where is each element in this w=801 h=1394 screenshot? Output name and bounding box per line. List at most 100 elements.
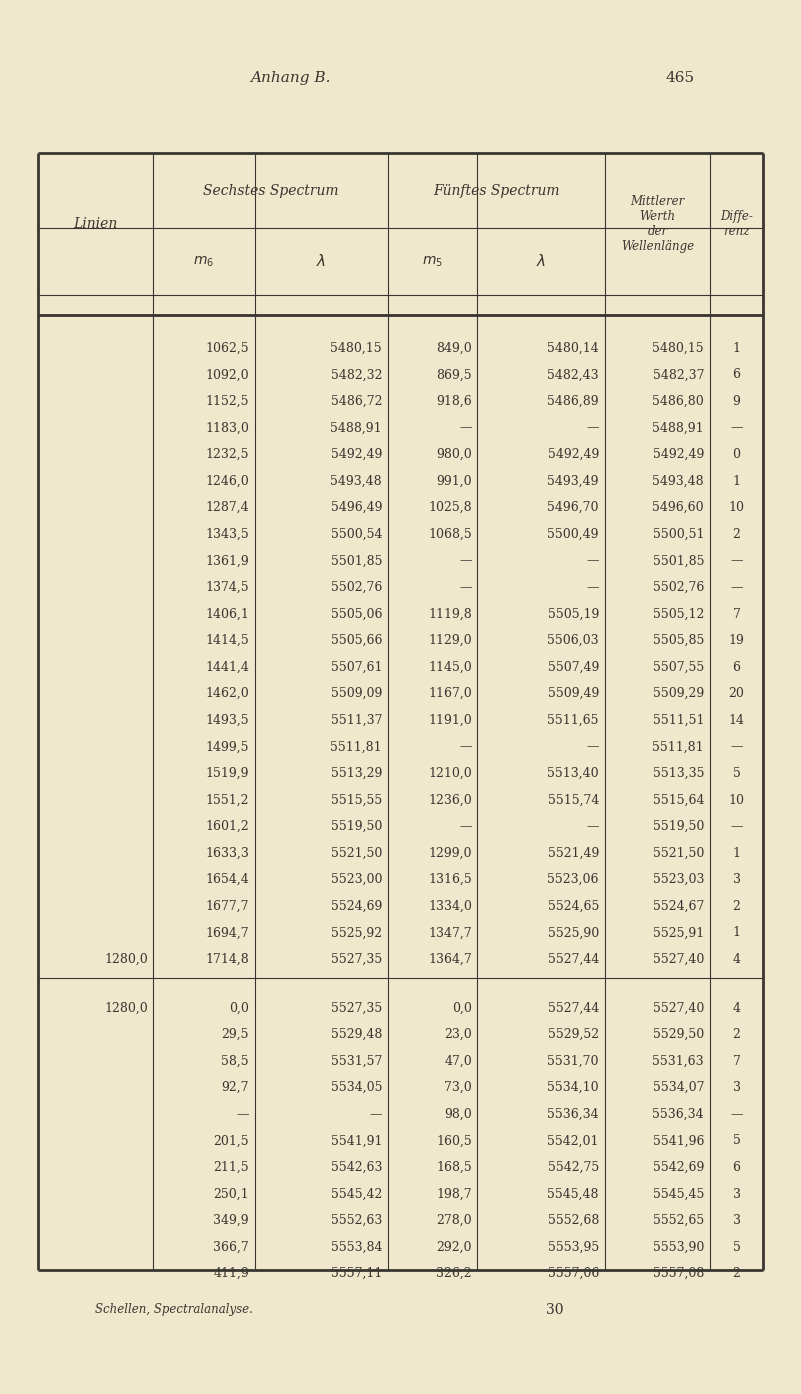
Text: 5529,48: 5529,48 <box>331 1027 382 1041</box>
Text: 19: 19 <box>729 634 744 647</box>
Text: 5545,45: 5545,45 <box>653 1188 704 1200</box>
Text: 5493,48: 5493,48 <box>330 474 382 488</box>
Text: 14: 14 <box>728 714 744 726</box>
Text: 0: 0 <box>732 447 740 461</box>
Text: 3: 3 <box>732 1214 740 1227</box>
Text: 1334,0: 1334,0 <box>428 899 472 913</box>
Text: 5527,40: 5527,40 <box>653 1001 704 1015</box>
Text: 5541,96: 5541,96 <box>653 1135 704 1147</box>
Text: 5542,75: 5542,75 <box>548 1161 599 1174</box>
Text: 1633,3: 1633,3 <box>205 846 249 860</box>
Text: 9: 9 <box>733 395 740 408</box>
Text: 5534,05: 5534,05 <box>331 1082 382 1094</box>
Text: 1462,0: 1462,0 <box>205 687 249 700</box>
Text: 5486,80: 5486,80 <box>652 395 704 408</box>
Text: 292,0: 292,0 <box>437 1241 472 1253</box>
Text: 5553,95: 5553,95 <box>548 1241 599 1253</box>
Text: 5502,76: 5502,76 <box>331 581 382 594</box>
Text: 23,0: 23,0 <box>445 1027 472 1041</box>
Text: 5507,49: 5507,49 <box>548 661 599 673</box>
Text: 2: 2 <box>733 1027 740 1041</box>
Text: 92,7: 92,7 <box>222 1082 249 1094</box>
Text: 1280,0: 1280,0 <box>104 1001 148 1015</box>
Text: 2: 2 <box>733 1267 740 1280</box>
Text: 991,0: 991,0 <box>437 474 472 488</box>
Text: 5525,91: 5525,91 <box>653 927 704 940</box>
Text: 250,1: 250,1 <box>213 1188 249 1200</box>
Text: 5496,60: 5496,60 <box>652 502 704 514</box>
Text: 168,5: 168,5 <box>437 1161 472 1174</box>
Text: 5527,40: 5527,40 <box>653 953 704 966</box>
Text: 5496,70: 5496,70 <box>548 502 599 514</box>
Text: 5506,03: 5506,03 <box>547 634 599 647</box>
Text: 3: 3 <box>732 1082 740 1094</box>
Text: 5505,12: 5505,12 <box>653 608 704 620</box>
Text: 5492,49: 5492,49 <box>331 447 382 461</box>
Text: —: — <box>586 421 599 435</box>
Text: 5523,03: 5523,03 <box>653 873 704 887</box>
Text: 5536,34: 5536,34 <box>547 1108 599 1121</box>
Text: 5505,66: 5505,66 <box>331 634 382 647</box>
Text: 1677,7: 1677,7 <box>206 899 249 913</box>
Text: 5519,50: 5519,50 <box>653 820 704 834</box>
Text: 849,0: 849,0 <box>437 342 472 355</box>
Text: 5552,68: 5552,68 <box>548 1214 599 1227</box>
Text: 5482,37: 5482,37 <box>653 368 704 382</box>
Text: 5496,49: 5496,49 <box>331 502 382 514</box>
Text: 5511,81: 5511,81 <box>652 740 704 753</box>
Text: 5541,91: 5541,91 <box>331 1135 382 1147</box>
Text: 5521,50: 5521,50 <box>331 846 382 860</box>
Text: 1246,0: 1246,0 <box>205 474 249 488</box>
Text: —: — <box>460 820 472 834</box>
Text: 1441,4: 1441,4 <box>205 661 249 673</box>
Text: 47,0: 47,0 <box>445 1055 472 1068</box>
Text: 5531,57: 5531,57 <box>331 1055 382 1068</box>
Text: 1152,5: 1152,5 <box>206 395 249 408</box>
Text: 5542,69: 5542,69 <box>653 1161 704 1174</box>
Text: 5534,07: 5534,07 <box>653 1082 704 1094</box>
Text: $\lambda$: $\lambda$ <box>536 254 546 269</box>
Text: 20: 20 <box>729 687 744 700</box>
Text: —: — <box>731 581 743 594</box>
Text: 5502,76: 5502,76 <box>653 581 704 594</box>
Text: 4: 4 <box>732 1001 740 1015</box>
Text: 5511,51: 5511,51 <box>653 714 704 726</box>
Text: 5529,50: 5529,50 <box>653 1027 704 1041</box>
Text: 5500,54: 5500,54 <box>331 528 382 541</box>
Text: 5531,70: 5531,70 <box>548 1055 599 1068</box>
Text: 5: 5 <box>733 1135 740 1147</box>
Text: 5557,08: 5557,08 <box>653 1267 704 1280</box>
Text: 1343,5: 1343,5 <box>205 528 249 541</box>
Text: 5519,50: 5519,50 <box>331 820 382 834</box>
Text: —: — <box>460 421 472 435</box>
Text: 1654,4: 1654,4 <box>205 873 249 887</box>
Text: 5557,06: 5557,06 <box>548 1267 599 1280</box>
Text: 5515,64: 5515,64 <box>653 793 704 807</box>
Text: 1167,0: 1167,0 <box>429 687 472 700</box>
Text: 5501,85: 5501,85 <box>653 555 704 567</box>
Text: 5553,84: 5553,84 <box>331 1241 382 1253</box>
Text: 1519,9: 1519,9 <box>206 767 249 779</box>
Text: 0,0: 0,0 <box>452 1001 472 1015</box>
Text: 1129,0: 1129,0 <box>429 634 472 647</box>
Text: 5542,63: 5542,63 <box>331 1161 382 1174</box>
Text: —: — <box>460 581 472 594</box>
Text: 5486,89: 5486,89 <box>547 395 599 408</box>
Text: Anhang B.: Anhang B. <box>250 71 330 85</box>
Text: 1: 1 <box>732 474 740 488</box>
Text: 1232,5: 1232,5 <box>206 447 249 461</box>
Text: 201,5: 201,5 <box>213 1135 249 1147</box>
Text: 3: 3 <box>732 873 740 887</box>
Text: 5488,91: 5488,91 <box>652 421 704 435</box>
Text: 1183,0: 1183,0 <box>205 421 249 435</box>
Text: 30: 30 <box>546 1303 564 1317</box>
Text: 5524,69: 5524,69 <box>331 899 382 913</box>
Text: 918,6: 918,6 <box>437 395 472 408</box>
Text: 5501,85: 5501,85 <box>331 555 382 567</box>
Text: 5500,51: 5500,51 <box>653 528 704 541</box>
Text: Diffe-
renz: Diffe- renz <box>720 210 753 238</box>
Text: —: — <box>586 555 599 567</box>
Text: 5493,49: 5493,49 <box>548 474 599 488</box>
Text: 1316,5: 1316,5 <box>429 873 472 887</box>
Text: 5515,74: 5515,74 <box>548 793 599 807</box>
